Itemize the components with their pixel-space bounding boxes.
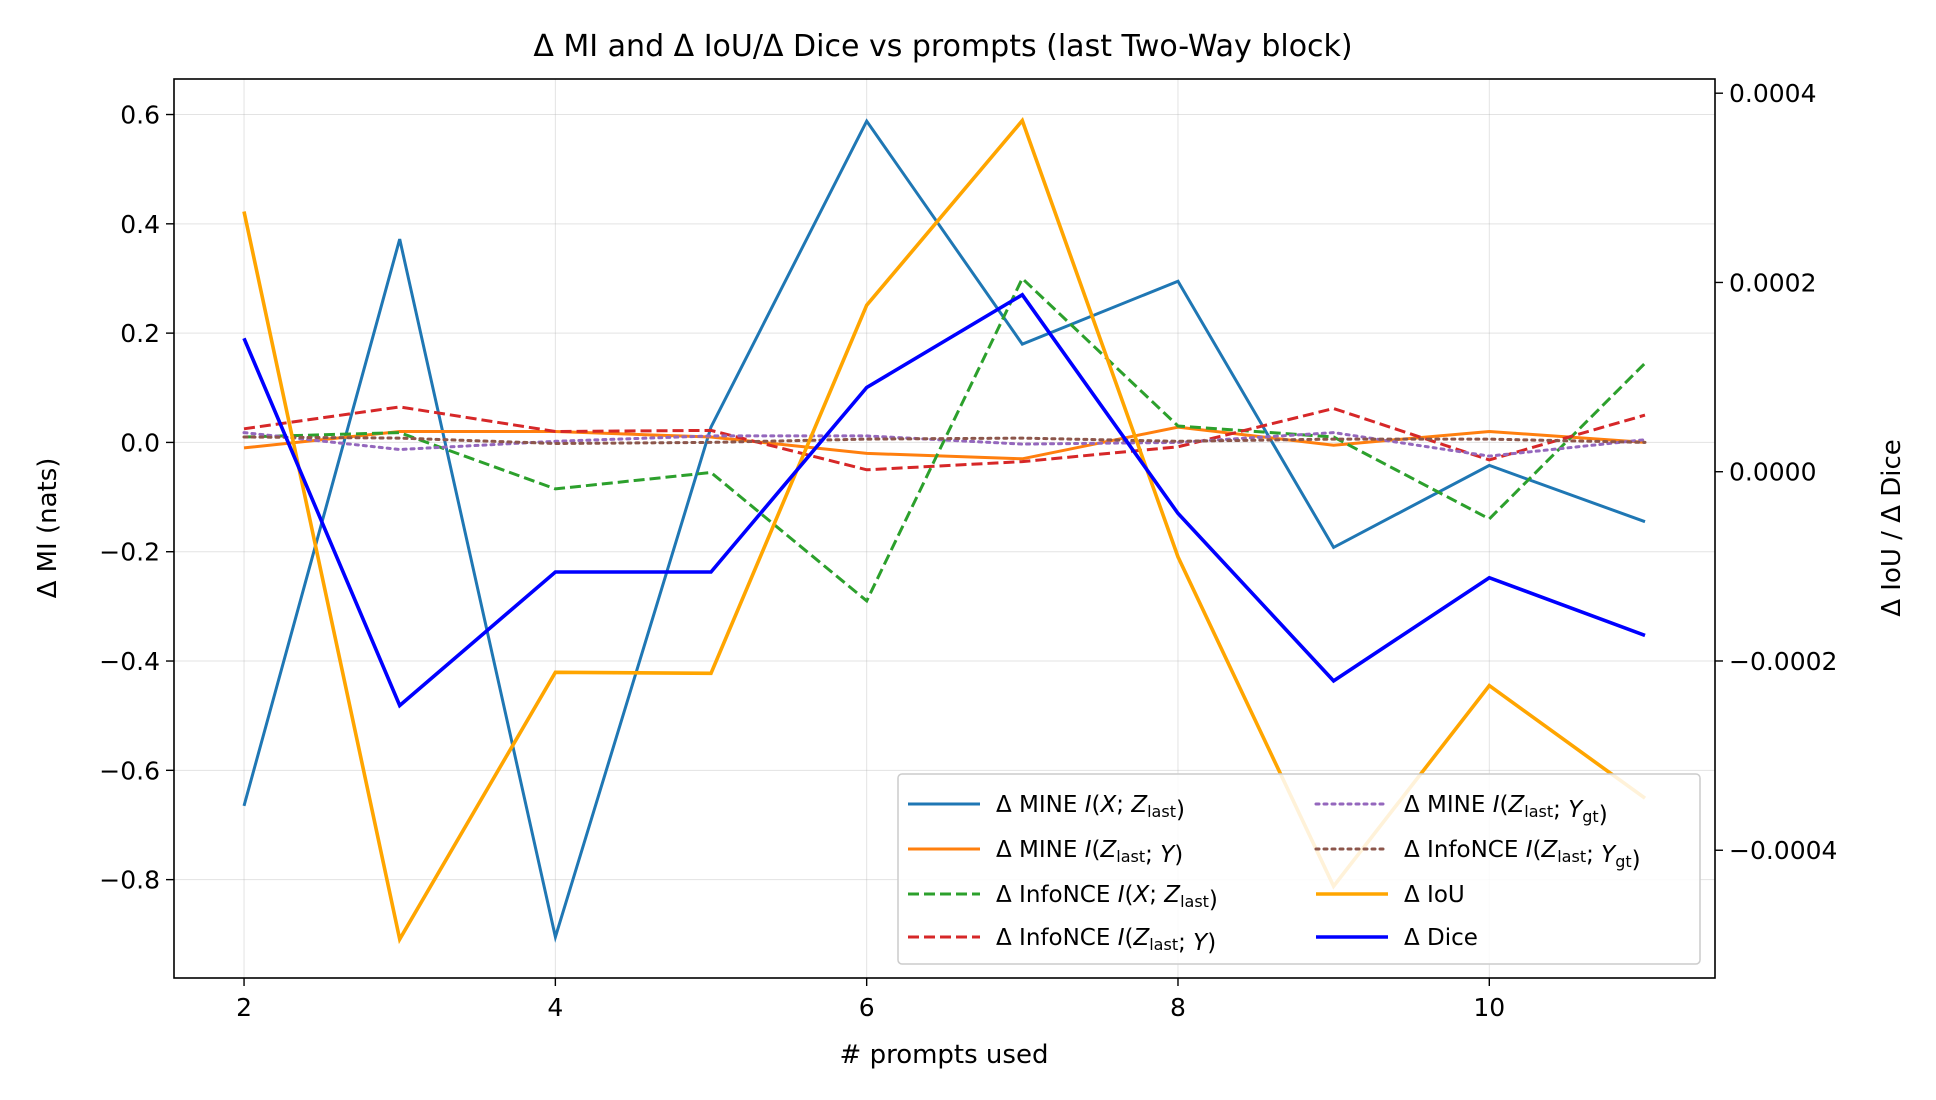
x-tick-label: 2 xyxy=(236,993,252,1022)
y-left-tick-label: 0.6 xyxy=(120,101,160,130)
y-right-tick-label: 0.0004 xyxy=(1729,79,1816,108)
legend-label: Δ MINE I(Zlast; Y) xyxy=(996,837,1183,868)
x-tick-label: 8 xyxy=(1170,993,1186,1022)
x-tick-label: 4 xyxy=(547,993,563,1022)
series-line-mine-i-x-z-last xyxy=(242,118,1646,943)
y-left-tick-label: −0.4 xyxy=(99,647,160,676)
series-layer xyxy=(242,117,1647,945)
x-axis: 2 4 6 8 10 xyxy=(236,978,1505,1022)
series-line-infonce-i-x-z-last xyxy=(243,275,1647,604)
y-left-tick-label: −0.8 xyxy=(99,866,160,895)
legend-label: Δ InfoNCE I(X; Zlast) xyxy=(996,882,1218,913)
series-line-dice xyxy=(242,292,1646,709)
series-line-infonce-i-z-last-y xyxy=(243,405,1646,472)
x-axis-label: # prompts used xyxy=(840,1040,1049,1070)
y-right-tick-label: 0.0000 xyxy=(1729,458,1816,487)
y-axis-left: 0.6 0.4 0.2 0.0 −0.2 −0.4 −0.6 −0.8 xyxy=(99,101,174,895)
y-axis-right-label: Δ IoU / Δ Dice xyxy=(1877,439,1907,617)
y-axis-left-label: Δ MI (nats) xyxy=(33,458,63,599)
y-right-tick-label: 0.0002 xyxy=(1729,268,1816,297)
legend: Δ MINE I(X; Zlast) Δ MINE I(Zlast; Y) Δ In… xyxy=(897,773,1701,965)
legend-label: Δ Dice xyxy=(1404,925,1478,951)
x-tick-label: 10 xyxy=(1473,993,1505,1022)
y-right-tick-label: −0.0004 xyxy=(1729,836,1837,865)
y-left-tick-label: −0.2 xyxy=(99,538,160,567)
y-axis-right: 0.0004 0.0002 0.0000 −0.0002 −0.0004 xyxy=(1715,79,1837,865)
legend-frame xyxy=(897,773,1701,965)
y-left-tick-label: −0.6 xyxy=(99,756,160,785)
legend-label: Δ InfoNCE I(Zlast; Y) xyxy=(996,925,1216,956)
series-line-infonce-i-z-last-y-gt xyxy=(242,435,1647,446)
legend-label: Δ InfoNCE I(Zlast; Ygt) xyxy=(1404,837,1641,873)
x-tick-label: 6 xyxy=(859,993,875,1022)
y-right-tick-label: −0.0002 xyxy=(1729,647,1837,676)
plot-area xyxy=(173,78,1716,979)
legend-label: Δ IoU xyxy=(1404,882,1465,908)
legend-label: Δ MINE I(X; Zlast) xyxy=(996,792,1185,823)
y-left-tick-label: 0.4 xyxy=(120,210,160,239)
legend-label: Δ MINE I(Zlast; Ygt) xyxy=(1404,792,1608,828)
series-line-mine-i-z-last-y-gt xyxy=(242,431,1647,458)
y-left-tick-label: 0.0 xyxy=(120,428,160,457)
y-left-tick-label: 0.2 xyxy=(120,319,160,348)
chart-title: Δ MI and Δ IoU/Δ Dice vs prompts (last T… xyxy=(533,29,1352,64)
